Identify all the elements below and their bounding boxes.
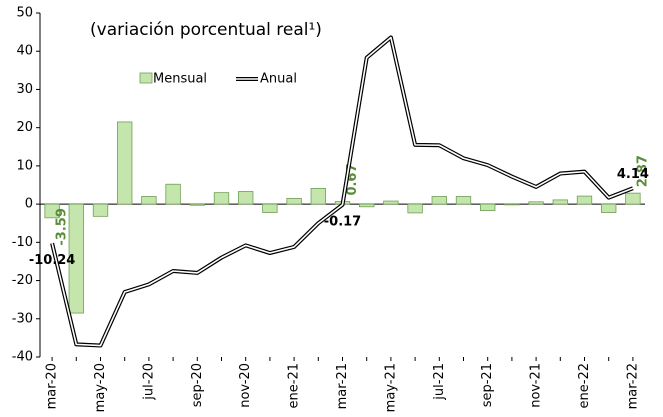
- bar: [431, 196, 447, 205]
- bar: [407, 203, 423, 214]
- data-label: 2.87: [635, 155, 650, 187]
- x-tick-label: nov-21: [529, 363, 544, 408]
- x-tick-label: ene-22: [577, 363, 592, 408]
- data-label: 4.14: [617, 167, 649, 182]
- data-label: -3.59: [55, 208, 70, 245]
- y-tick-label: 10: [16, 158, 33, 173]
- x-tick-label: mar-21: [335, 363, 350, 409]
- legend: Mensual Anual: [139, 72, 297, 87]
- y-tick-label: -30: [12, 311, 33, 326]
- bar: [92, 203, 109, 217]
- data-label: -0.17: [324, 214, 361, 229]
- line: [51, 36, 634, 347]
- bar: [383, 200, 399, 205]
- legend-label: Anual: [260, 72, 297, 87]
- bar: [262, 203, 278, 213]
- y-tick-label: -10: [12, 235, 33, 250]
- bar: [601, 203, 617, 213]
- bar: [189, 203, 205, 206]
- line-outline: [50, 35, 634, 348]
- x-tick-label: sep-21: [480, 363, 495, 407]
- bar: [117, 121, 133, 205]
- bar: [576, 195, 593, 205]
- x-tick-label: mar-20: [45, 363, 60, 409]
- y-tick-label: -40: [12, 350, 33, 365]
- bar: [504, 203, 520, 206]
- bar: [480, 203, 496, 212]
- bar: [44, 203, 60, 219]
- chart-title: (variación porcentual real¹): [90, 20, 322, 40]
- y-tick-label: 20: [16, 120, 33, 135]
- y-tick-label: 40: [16, 44, 33, 59]
- bar: [359, 203, 375, 208]
- bar: [528, 201, 544, 205]
- y-tick-label: 0: [25, 197, 33, 212]
- bar: [310, 188, 326, 205]
- y-tick-label: 30: [16, 82, 33, 97]
- bar: [238, 191, 254, 205]
- bar: [286, 197, 302, 205]
- bar: [141, 196, 157, 205]
- bar: [213, 192, 230, 205]
- bar: [165, 183, 181, 205]
- bar: [625, 192, 641, 205]
- x-tick-label: jul-21: [432, 363, 447, 401]
- bar: [455, 196, 472, 205]
- x-tick-label: ene-21: [287, 363, 302, 408]
- bar: [552, 199, 568, 205]
- x-tick-label: may-21: [383, 363, 398, 412]
- y-tick-label: -20: [12, 273, 33, 288]
- x-tick-label: may-20: [93, 363, 108, 412]
- bar: [68, 203, 84, 314]
- data-label: -10.24: [29, 253, 76, 268]
- x-tick-label: jul-20: [141, 363, 156, 401]
- x-tick-label: sep-20: [190, 363, 205, 407]
- x-tick-label: mar-22: [625, 363, 640, 409]
- legend-label: Mensual: [153, 72, 207, 87]
- legend-swatch: [139, 72, 153, 84]
- y-tick-label: 50: [16, 6, 33, 21]
- x-tick-label: nov-20: [238, 363, 253, 408]
